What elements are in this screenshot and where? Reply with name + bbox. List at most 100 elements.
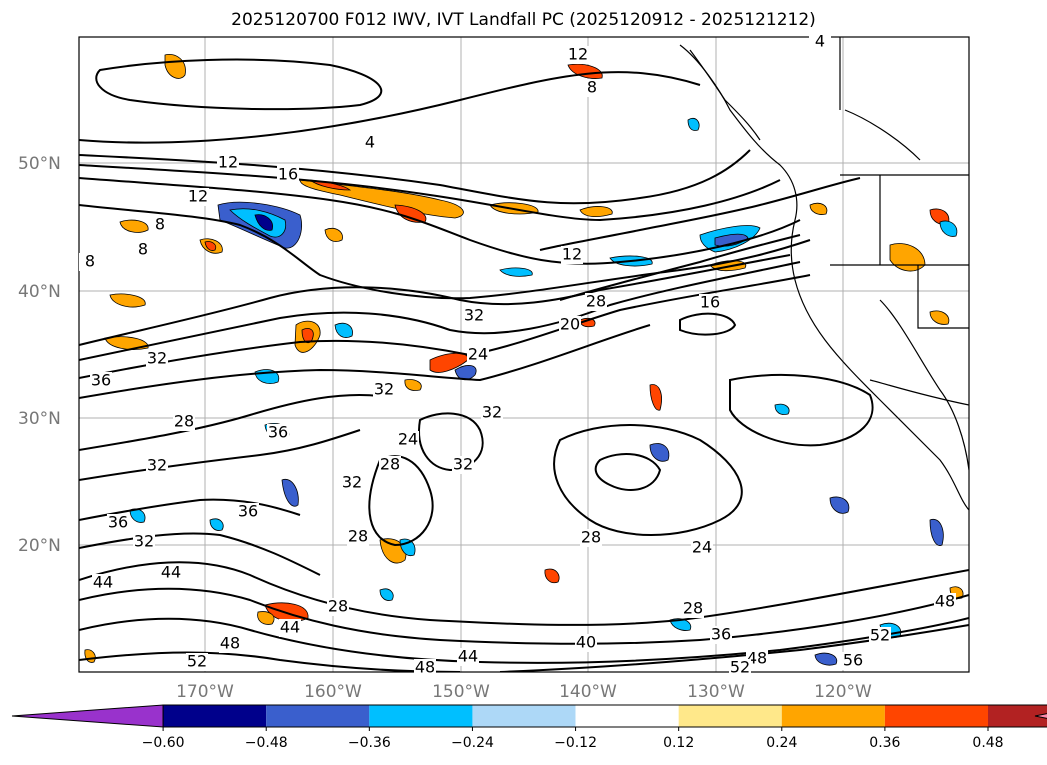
contour-label: 52 [187, 652, 207, 671]
contour-label-background [585, 293, 607, 311]
contour-label-background [173, 413, 195, 431]
contour-label: 36 [711, 625, 731, 644]
contour-label: 28 [348, 527, 368, 546]
contour-label-background [567, 46, 589, 64]
contour-label: 16 [278, 165, 298, 184]
colorbar-bin [884, 705, 988, 727]
contour-label: 44 [280, 618, 300, 637]
contour-label: 16 [700, 293, 720, 312]
colorbar-bin [575, 705, 679, 727]
contour-label: 28 [683, 599, 703, 618]
contour-label: 8 [138, 240, 148, 259]
lat-label-50n: 50°N [18, 154, 61, 174]
contour-label-background [79, 253, 101, 271]
contour-label: 36 [268, 423, 288, 442]
contour-label-background [397, 431, 419, 449]
contour-label: 12 [562, 245, 582, 264]
contour-label-background [746, 650, 768, 668]
contour-label-background [463, 307, 485, 325]
lat-label-20n: 20°N [18, 536, 61, 556]
contour-label: 24 [692, 538, 712, 557]
lon-label-150w: 150°W [432, 682, 490, 702]
colorbar-extend-high [1034, 713, 1047, 719]
contour-label-background [869, 627, 891, 645]
contour-label: 8 [587, 78, 597, 97]
contour-label-background [842, 652, 864, 670]
colorbar-extend-low [11, 704, 164, 728]
colorbar-tick-label: −0.60 [142, 735, 185, 751]
contour-label-background [347, 528, 369, 546]
contour-label: 32 [464, 306, 484, 325]
contour-label-background [682, 600, 704, 618]
contour-label-background [481, 404, 503, 422]
colorbar-tick-label: −0.36 [348, 735, 391, 751]
contour-label: 32 [374, 380, 394, 399]
contour-label-background [379, 456, 401, 474]
colorbar-tick-label: 0.36 [869, 735, 900, 751]
contour-label: 48 [935, 592, 955, 611]
contour-label: 44 [161, 563, 181, 582]
contour-label: 28 [174, 412, 194, 431]
contour-label-background [146, 350, 168, 368]
lat-label-40n: 40°N [18, 282, 61, 302]
longitude-labels: 170°W 160°W 150°W 140°W 130°W 120°W [176, 682, 872, 702]
contour-label: 28 [328, 597, 348, 616]
contour-label-background [710, 626, 732, 644]
colorbar-tick-label: −0.48 [245, 735, 288, 751]
contour-label-background [414, 659, 436, 677]
contour-label: 12 [218, 153, 238, 172]
colorbar-bin [678, 705, 782, 727]
contour-label-background [580, 529, 602, 547]
contour-label: 24 [468, 345, 488, 364]
contour-label: 48 [415, 658, 435, 677]
contour-label: 20 [560, 315, 580, 334]
contour-label: 36 [238, 502, 258, 521]
map-frame [78, 36, 970, 673]
contour-label: 4 [815, 32, 825, 51]
contour-label-background [219, 635, 241, 653]
colorbar-bin [369, 705, 473, 727]
contour-label: 12 [568, 45, 588, 64]
contour-label: 28 [586, 292, 606, 311]
lon-label-140w: 140°W [559, 682, 617, 702]
contour-label-background [691, 539, 713, 557]
contour-label-background [133, 533, 155, 551]
contour-label-background [327, 598, 349, 616]
contour-label-background [452, 456, 474, 474]
contour-label: 32 [342, 473, 362, 492]
latitude-labels: 50°N 40°N 30°N 20°N [18, 154, 61, 556]
contour-label-background [561, 246, 583, 264]
colorbar-bin [266, 705, 370, 727]
contour-label-background [359, 134, 381, 152]
colorbar: −0.60 −0.48 −0.36 −0.24 −0.12 0.12 0.24 0.36 0.4… [11, 704, 1047, 751]
contour-label: 32 [134, 532, 154, 551]
colorbar-tick-label: 0.12 [663, 735, 694, 751]
contour-label-background [581, 79, 603, 97]
contour-label: 36 [91, 371, 111, 390]
contour-label-background [699, 294, 721, 312]
contour-label-background [217, 154, 239, 172]
colorbar-bin [988, 705, 1047, 727]
contour-label: 48 [747, 649, 767, 668]
contour-label: 32 [147, 456, 167, 475]
contour-label: 32 [147, 349, 167, 368]
contour-label: 4 [365, 133, 375, 152]
colorbar-bin [781, 705, 885, 727]
contour-label-background [187, 188, 209, 206]
colorbar-outline [162, 704, 1047, 728]
contour-label: 52 [730, 658, 750, 677]
contour-label-background [467, 346, 489, 364]
contour-label: 28 [581, 528, 601, 547]
contour-label: 56 [843, 651, 863, 670]
contour-label-background [186, 653, 208, 671]
pc-shading [84, 53, 964, 666]
contour-label-background [277, 166, 299, 184]
contour-label-background [107, 514, 129, 532]
contour-label-background [237, 503, 259, 521]
contour-label-background [132, 241, 154, 259]
lon-label-120w: 120°W [814, 682, 872, 702]
contour-label-background [341, 474, 363, 492]
contour-label-background [149, 216, 171, 234]
